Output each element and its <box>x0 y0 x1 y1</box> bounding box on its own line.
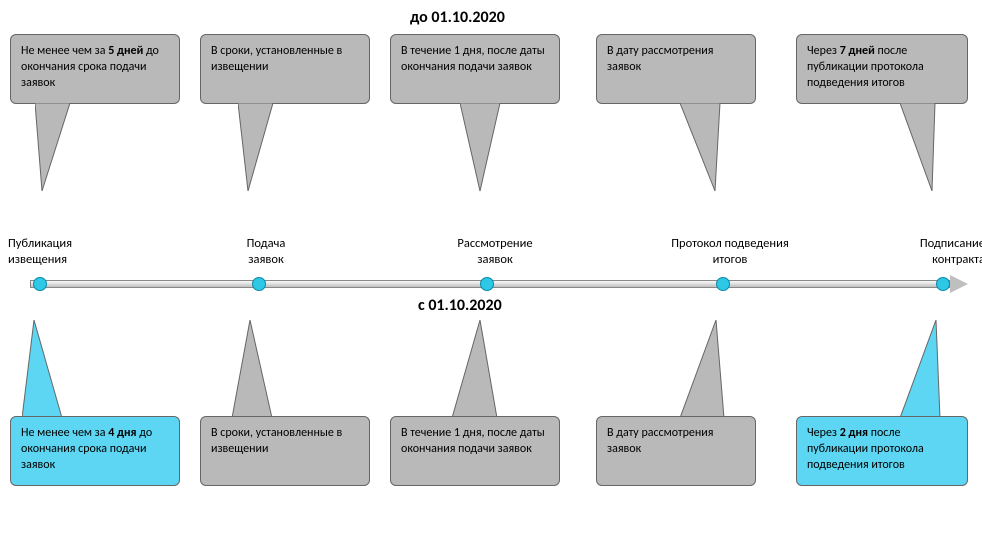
top-callout-5-tail <box>900 103 950 193</box>
top-callout-3-tail <box>460 103 520 193</box>
top-callout-1: Не менее чем за 5 дней до окончания срок… <box>10 34 180 104</box>
bottom-callout-2-tail <box>232 320 282 420</box>
timeline-dot-3 <box>480 277 494 291</box>
bottom-callout-4-tail <box>680 320 740 420</box>
bottom-callout-4: В дату рассмотрения заявок <box>596 416 756 486</box>
bottom-callout-5: Через 2 дня после публикации протокола п… <box>796 416 968 486</box>
title-top: до 01.10.2020 <box>410 8 505 27</box>
top-callout-3: В течение 1 дня, после даты окончания по… <box>390 34 560 104</box>
stage-label-1: Публикацияизвещения <box>8 236 108 269</box>
top-callout-1-tail <box>35 103 85 193</box>
bottom-callout-5-tail <box>900 320 950 420</box>
stage-label-2: Подачазаявок <box>226 236 306 269</box>
top-callout-2: В сроки, установленные в извещении <box>200 34 370 104</box>
bottom-callout-2: В сроки, установленные в извещении <box>200 416 370 486</box>
top-callout-5: Через 7 дней после публикации протокола … <box>796 34 968 104</box>
stage-label-5: Подписаниеконтракта <box>895 236 982 269</box>
stage-label-4: Протокол подведенияитогов <box>650 236 810 269</box>
title-bottom: с 01.10.2020 <box>418 296 502 315</box>
top-callout-4: В дату рассмотрения заявок <box>596 34 756 104</box>
timeline-dot-5 <box>936 277 950 291</box>
bottom-callout-1: Не менее чем за 4 дня до окончания срока… <box>10 416 180 486</box>
timeline-arrow-icon <box>950 275 968 293</box>
top-callout-4-tail <box>680 103 740 193</box>
stage-label-3: Рассмотрениезаявок <box>440 236 550 269</box>
timeline-dot-1 <box>33 277 47 291</box>
bottom-callout-3-tail <box>452 320 512 420</box>
timeline-dot-4 <box>716 277 730 291</box>
timeline-dot-2 <box>252 277 266 291</box>
bottom-callout-3: В течение 1 дня, после даты окончания по… <box>390 416 560 486</box>
bottom-callout-1-tail <box>22 320 72 420</box>
top-callout-2-tail <box>238 103 288 193</box>
